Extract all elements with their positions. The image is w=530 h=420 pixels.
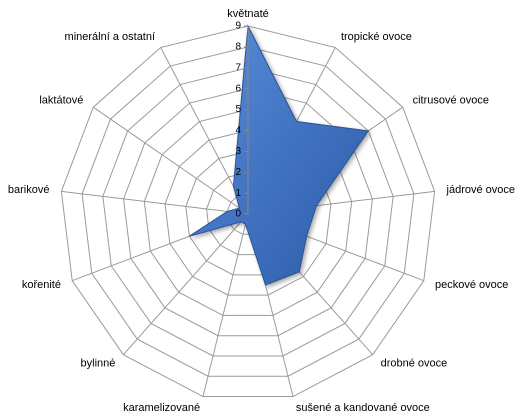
tick-label: 5 <box>235 104 241 115</box>
category-label: minerální a ostatní <box>65 31 156 43</box>
category-label: drobné ovoce <box>381 358 448 370</box>
category-label: peckové ovoce <box>435 279 508 291</box>
radar-area <box>189 24 370 286</box>
tick-label: 2 <box>235 167 241 178</box>
category-label: kořenité <box>22 279 61 291</box>
category-label: květnaté <box>227 8 269 20</box>
tick-label: 9 <box>235 21 241 32</box>
tick-label: 1 <box>235 188 241 199</box>
axis-spoke <box>202 213 249 397</box>
category-label: karamelizované <box>123 402 200 414</box>
category-label: jádrové ovoce <box>446 184 515 196</box>
tick-label: 8 <box>235 42 241 53</box>
tick-label: 6 <box>235 83 241 94</box>
category-label: citrusové ovoce <box>413 94 489 106</box>
tick-label: 3 <box>235 146 241 157</box>
axis-spoke <box>61 190 249 215</box>
tick-label: 4 <box>235 125 241 136</box>
tick-label: 0 <box>235 209 241 220</box>
grid-ring <box>123 88 373 337</box>
grid-ring <box>60 25 436 398</box>
axis-spoke <box>122 213 249 356</box>
category-label: barikové <box>8 184 50 196</box>
tick-label: 7 <box>235 62 241 73</box>
category-label: tropické ovoce <box>341 31 412 43</box>
grid-ring <box>102 67 394 357</box>
category-label: laktátové <box>39 94 83 106</box>
category-label: bylinné <box>81 358 116 370</box>
axis-spoke <box>92 106 249 215</box>
grid-ring <box>81 46 415 377</box>
category-label: sušené a kandované ovoce <box>296 402 430 414</box>
